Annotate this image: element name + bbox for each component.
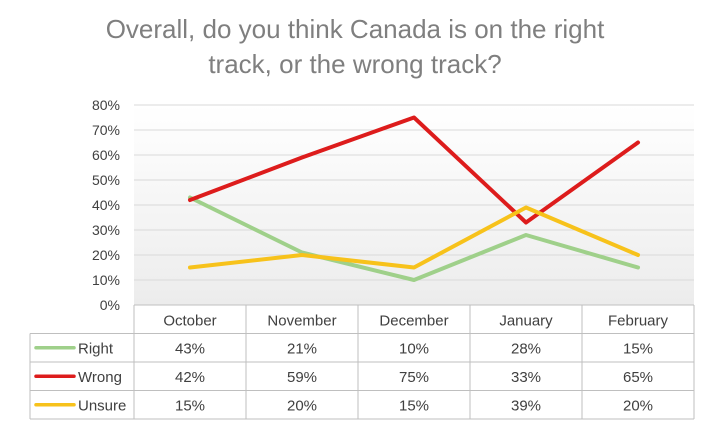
data-cell: 33% — [511, 369, 541, 386]
y-tick-label: 40% — [92, 197, 120, 213]
legend-label-right: Right — [78, 340, 114, 357]
data-cell: 20% — [287, 397, 317, 414]
data-cell: 75% — [399, 369, 429, 386]
series-line-unsure — [188, 205, 640, 270]
y-tick-label: 50% — [92, 172, 120, 188]
chart-title-line-2: track, or the wrong track? — [208, 49, 502, 79]
y-tick-label: 30% — [92, 222, 120, 238]
data-cell: 15% — [623, 340, 653, 357]
y-tick-label: 0% — [100, 297, 120, 313]
series-lines — [188, 115, 640, 282]
x-category-label: October — [163, 312, 216, 329]
x-category-label: November — [267, 312, 336, 329]
data-cell: 28% — [511, 340, 541, 357]
data-cell: 15% — [175, 397, 205, 414]
series-line-wrong — [188, 115, 640, 225]
legend-label-wrong: Wrong — [78, 369, 122, 386]
data-cell: 65% — [623, 369, 653, 386]
chart-title: Overall, do you think Canada is on the r… — [60, 12, 650, 82]
data-cell: 59% — [287, 369, 317, 386]
series-line-right — [188, 195, 640, 282]
y-tick-label: 60% — [92, 147, 120, 163]
y-axis: 0% 10% 20% 30% 40% 50% 60% 70% 80% — [92, 97, 120, 313]
x-category-label: January — [499, 312, 553, 329]
data-table: October November December January February Ri… — [29, 304, 695, 420]
data-cell: 39% — [511, 397, 541, 414]
data-cell: 15% — [399, 397, 429, 414]
data-cell: 42% — [175, 369, 205, 386]
y-tick-label: 80% — [92, 97, 120, 113]
data-cell: 43% — [175, 340, 205, 357]
legend-label-unsure: Unsure — [78, 397, 126, 414]
y-tick-label: 70% — [92, 122, 120, 138]
data-cell: 10% — [399, 340, 429, 357]
x-category-label: February — [608, 312, 669, 329]
y-tick-label: 20% — [92, 247, 120, 263]
x-category-label: December — [379, 312, 448, 329]
y-tick-label: 10% — [92, 272, 120, 288]
data-cell: 21% — [287, 340, 317, 357]
data-cell: 20% — [623, 397, 653, 414]
chart-title-line-1: Overall, do you think Canada is on the r… — [105, 14, 605, 44]
